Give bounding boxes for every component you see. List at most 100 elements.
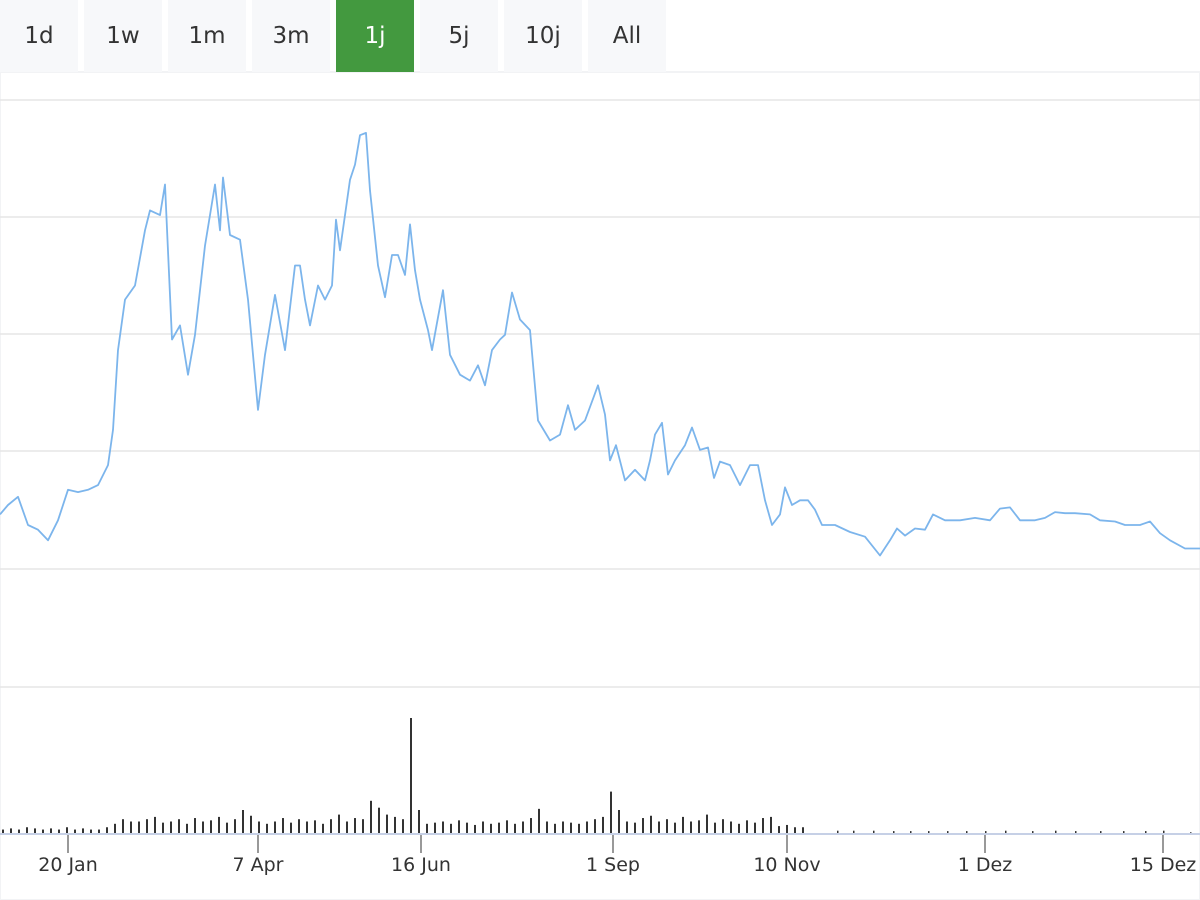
volume-bar	[450, 823, 452, 833]
volume-bar	[74, 829, 76, 833]
volume-bar	[947, 831, 949, 833]
volume-bar	[746, 820, 748, 833]
volume-bar	[985, 831, 987, 833]
volume-bar	[58, 829, 60, 833]
volume-bar	[402, 819, 404, 833]
volume-bar	[514, 823, 516, 833]
volume-bar	[154, 816, 156, 833]
volume-bar	[50, 828, 52, 833]
volume-bar	[562, 821, 564, 833]
volume-bar	[794, 827, 796, 833]
range-button-all[interactable]: All	[588, 0, 666, 72]
volume-bar	[194, 818, 196, 833]
volume-bar	[186, 823, 188, 833]
volume-bar	[770, 816, 772, 833]
volume-bar	[314, 820, 316, 833]
x-tick-label: 1 Dez	[958, 854, 1012, 876]
range-button-1m[interactable]: 1m	[168, 0, 246, 72]
volume-bar	[482, 821, 484, 833]
x-tick-label: 1 Sep	[586, 854, 640, 876]
volume-bar	[122, 819, 124, 833]
volume-bar	[10, 828, 12, 833]
volume-bar	[762, 818, 764, 833]
volume-bar	[202, 821, 204, 833]
volume-bar	[82, 828, 84, 833]
volume-bar	[162, 822, 164, 833]
volume-bar	[250, 815, 252, 833]
volume-bar	[490, 823, 492, 833]
volume-bar	[966, 831, 968, 833]
volume-bar	[506, 820, 508, 833]
volume-bar	[330, 819, 332, 833]
volume-bar	[274, 821, 276, 833]
volume-bar	[690, 821, 692, 833]
volume-bar	[714, 822, 716, 833]
volume-bar	[370, 800, 372, 833]
volume-bar	[386, 814, 388, 833]
volume-bar	[1163, 830, 1165, 833]
volume-bar	[554, 823, 556, 833]
volume-bar	[522, 821, 524, 833]
price-line	[0, 131, 1200, 557]
volume-bar	[338, 814, 340, 833]
plot-background	[0, 71, 1200, 900]
volume-bar	[586, 821, 588, 833]
volume-bar	[242, 810, 244, 833]
volume-bar	[418, 810, 420, 833]
volume-bar	[626, 821, 628, 833]
range-button-10j[interactable]: 10j	[504, 0, 582, 72]
volume-bar	[178, 819, 180, 833]
volume-bar	[298, 819, 300, 833]
volume-bar	[698, 820, 700, 833]
volume-bar	[282, 818, 284, 833]
volume-bar	[928, 831, 930, 833]
x-tick-label: 16 Jun	[391, 854, 451, 876]
volume-bar	[426, 823, 428, 833]
volume-bar	[290, 822, 292, 833]
volume-bar	[98, 829, 100, 833]
range-button-3m[interactable]: 3m	[252, 0, 330, 72]
volume-bar	[346, 821, 348, 833]
volume-bar	[1032, 831, 1034, 833]
x-tick-label: 10 Nov	[753, 854, 820, 876]
volume-bar	[1055, 830, 1057, 833]
volume-bar	[2, 829, 4, 833]
volume-bar	[802, 827, 804, 833]
range-button-5j[interactable]: 5j	[420, 0, 498, 72]
range-button-1w[interactable]: 1w	[84, 0, 162, 72]
volume-bar	[738, 823, 740, 833]
range-button-1j[interactable]: 1j	[336, 0, 414, 72]
volume-bar	[42, 829, 44, 833]
volume-bar	[754, 822, 756, 833]
volume-bar	[594, 819, 596, 833]
volume-bar	[530, 818, 532, 833]
volume-bar	[26, 827, 28, 833]
volume-bar	[410, 718, 412, 833]
volume-bar	[170, 821, 172, 833]
volume-bar	[322, 823, 324, 833]
volume-bar	[1100, 831, 1102, 833]
volume-bar	[578, 823, 580, 833]
volume-bar	[853, 830, 855, 833]
volume-bar	[1075, 831, 1077, 833]
volume-bar	[362, 819, 364, 833]
volume-bar	[634, 822, 636, 833]
volume-bar	[498, 822, 500, 833]
volume-bar	[1005, 830, 1007, 833]
volume-bar	[210, 820, 212, 833]
volume-bar	[873, 830, 875, 833]
volume-bar	[218, 816, 220, 833]
volume-bar	[546, 821, 548, 833]
volume-bar	[570, 822, 572, 833]
volume-bar	[706, 814, 708, 833]
volume-bar	[893, 831, 895, 833]
volume-bar	[722, 819, 724, 833]
volume-bar	[442, 821, 444, 833]
volume-bar	[138, 821, 140, 833]
volume-bar	[130, 821, 132, 833]
volume-bar	[378, 807, 380, 833]
volume-bar	[1145, 831, 1147, 833]
range-button-1d[interactable]: 1d	[0, 0, 78, 72]
volume-bar	[226, 822, 228, 833]
